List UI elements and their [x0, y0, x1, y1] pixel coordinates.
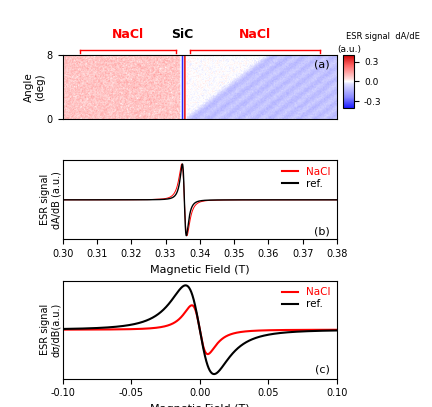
- ref.: [327, 328, 332, 333]
- ref.: [329, 197, 334, 202]
- ref.: [194, 308, 199, 313]
- NaCl: [60, 327, 65, 332]
- Text: SiC: SiC: [172, 28, 194, 41]
- Line: NaCl: NaCl: [63, 164, 337, 236]
- ref.: [60, 197, 65, 202]
- ref.: [186, 285, 191, 290]
- ref.: [165, 197, 170, 201]
- NaCl: [184, 233, 190, 238]
- Y-axis label: ESR signal
dA/dB (a.u.): ESR signal dA/dB (a.u.): [40, 171, 61, 229]
- ref.: [276, 331, 282, 336]
- Y-axis label: Angle
(deg): Angle (deg): [24, 72, 45, 102]
- ref.: [300, 197, 305, 202]
- Line: NaCl: NaCl: [63, 305, 337, 354]
- NaCl: [91, 197, 96, 202]
- X-axis label: Magnetic Field (T): Magnetic Field (T): [150, 404, 250, 407]
- NaCl: [300, 197, 305, 202]
- ref.: [108, 197, 113, 202]
- ref.: [327, 328, 332, 333]
- NaCl: [334, 327, 340, 332]
- Line: ref.: ref.: [63, 164, 337, 236]
- NaCl: [329, 197, 334, 202]
- NaCl: [334, 197, 340, 202]
- ref.: [60, 326, 65, 331]
- ref.: [211, 372, 216, 376]
- NaCl: [177, 171, 182, 176]
- Text: NaCl: NaCl: [238, 28, 271, 41]
- ref.: [334, 197, 340, 202]
- Text: (b): (b): [314, 226, 330, 236]
- NaCl: [179, 162, 184, 166]
- Text: ESR signal  dA/dE: ESR signal dA/dE: [346, 32, 419, 41]
- NaCl: [108, 197, 113, 202]
- NaCl: [205, 352, 210, 357]
- Text: NaCl: NaCl: [112, 28, 144, 41]
- Line: ref.: ref.: [63, 285, 337, 374]
- NaCl: [327, 327, 332, 332]
- NaCl: [189, 303, 194, 308]
- NaCl: [60, 197, 65, 202]
- NaCl: [276, 328, 282, 333]
- ref.: [177, 179, 182, 184]
- NaCl: [186, 305, 191, 310]
- Legend: NaCl, ref.: NaCl, ref.: [281, 286, 332, 310]
- Text: (a): (a): [314, 59, 330, 70]
- ref.: [91, 197, 96, 202]
- Title: (a.u.): (a.u.): [337, 45, 361, 54]
- X-axis label: Magnetic Field (T): Magnetic Field (T): [150, 265, 250, 275]
- Legend: NaCl, ref.: NaCl, ref.: [281, 166, 332, 190]
- ref.: [180, 162, 185, 166]
- NaCl: [194, 310, 199, 315]
- ref.: [74, 326, 79, 331]
- ref.: [183, 283, 188, 288]
- ref.: [334, 328, 340, 333]
- ref.: [184, 233, 189, 238]
- NaCl: [74, 327, 79, 332]
- Text: (c): (c): [315, 365, 330, 374]
- NaCl: [327, 327, 332, 332]
- Y-axis label: ESR signal
dσ/dB(a.u.): ESR signal dσ/dB(a.u.): [40, 302, 61, 357]
- NaCl: [165, 195, 170, 200]
